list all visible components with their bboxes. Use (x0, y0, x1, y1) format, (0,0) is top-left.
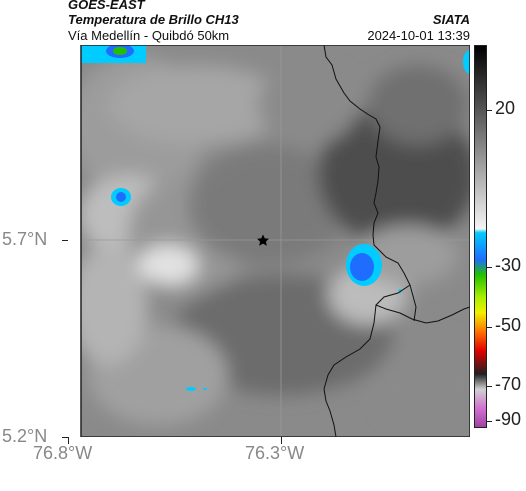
boundary-line (323, 45, 411, 437)
boundary-line-branch (375, 304, 470, 324)
product-subtitle: Temperatura de Brillo CH13 (68, 12, 239, 27)
star-marker-icon (257, 234, 269, 246)
colorbar-label: -30 (495, 255, 522, 275)
lat-label: 5.7°N (2, 229, 48, 249)
region-label: Vía Medellín - Quibdó 50km (68, 28, 230, 43)
colorbar (474, 45, 487, 428)
colorbar-tick (487, 327, 492, 328)
boundary-line-spur (409, 284, 417, 322)
org-label: SIATA (432, 12, 470, 27)
colorbar-tick (487, 386, 492, 387)
lat-tick (62, 240, 68, 241)
colorbar-tick (487, 110, 492, 111)
lon-tick (281, 437, 282, 444)
colorbar-label: 20 (495, 98, 516, 118)
lon-label: 76.8°W (33, 443, 93, 463)
satellite-map[interactable] (68, 45, 470, 437)
lon-tick (68, 437, 69, 444)
map-frame (80, 45, 470, 437)
colorbar-tick (487, 421, 492, 422)
colorbar-label: -70 (495, 374, 522, 394)
lat-tick (62, 437, 68, 438)
lat-label: 5.2°N (2, 426, 48, 446)
lon-label: 76.3°W (245, 443, 305, 463)
timestamp: 2024-10-01 13:39 (367, 28, 470, 43)
colorbar-label: -50 (495, 315, 522, 335)
product-title: GOES-EAST (68, 0, 145, 12)
colorbar-label: -90 (495, 409, 522, 429)
colorbar-tick (487, 267, 492, 268)
